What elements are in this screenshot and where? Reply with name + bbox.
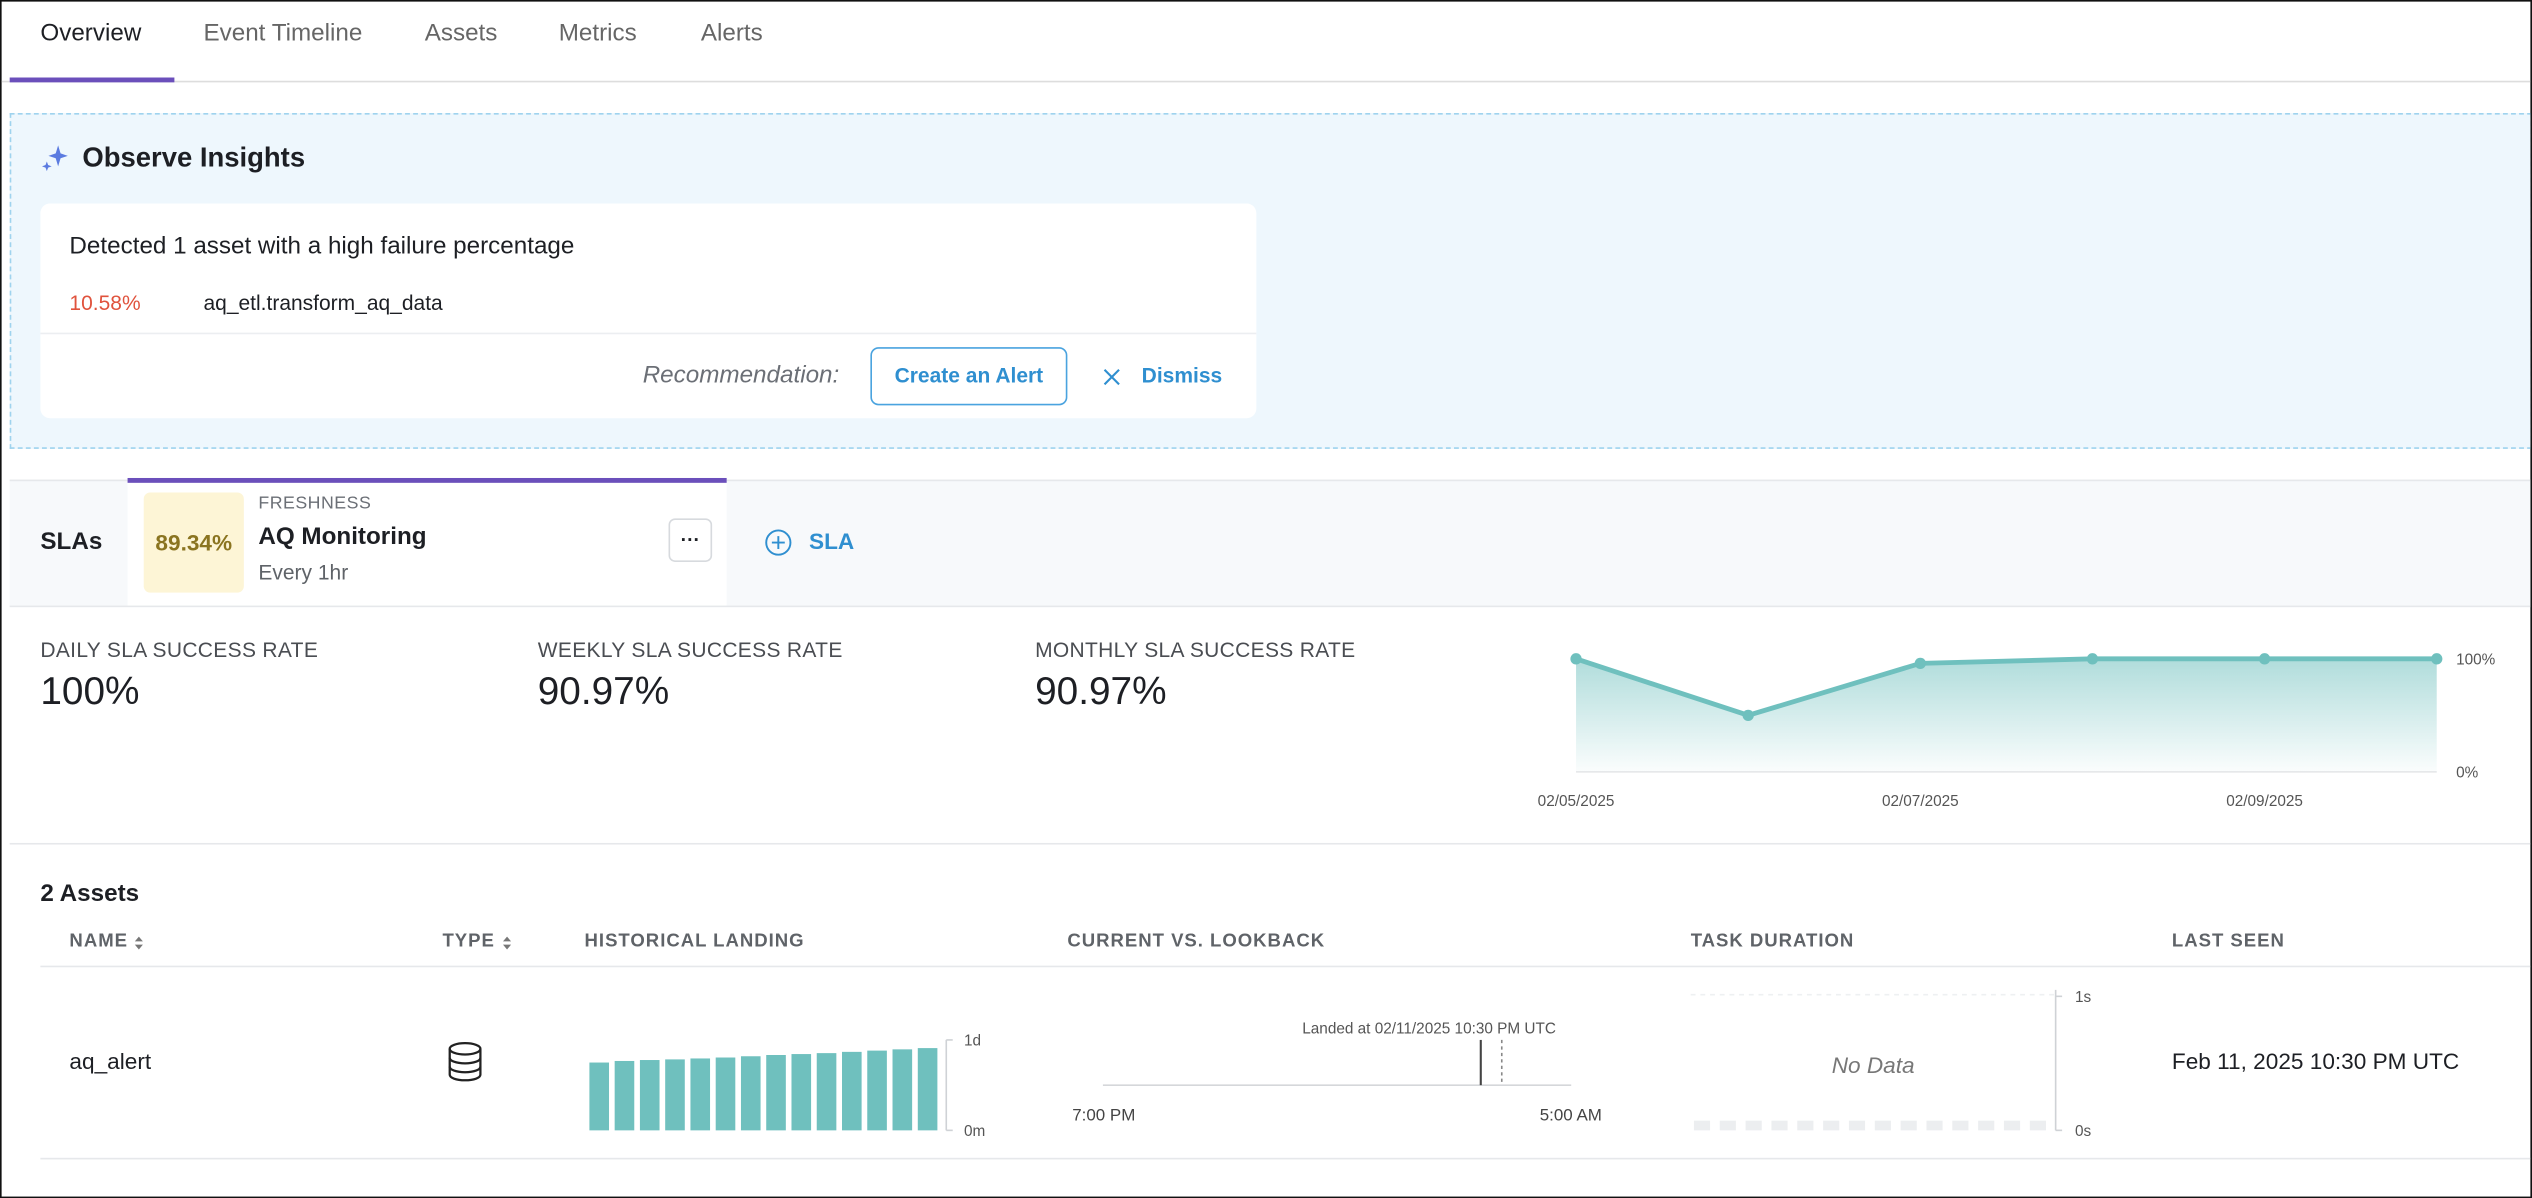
bar	[665, 1059, 685, 1130]
bar	[817, 1053, 837, 1130]
bar	[867, 1051, 887, 1131]
y-tick-label: 0%	[2456, 765, 2479, 782]
placeholder-bars	[1694, 1121, 2046, 1131]
point	[1915, 658, 1926, 669]
bar	[918, 1048, 938, 1130]
y-tick-label: 1d	[964, 1033, 981, 1050]
y-tick-label: 100%	[2456, 651, 2496, 668]
x-tick-label: 02/05/2025	[1538, 793, 1615, 810]
bar	[741, 1056, 761, 1130]
y-tick-label: 0m	[964, 1123, 985, 1140]
bar	[791, 1054, 811, 1130]
no-data-label: No Data	[1832, 1053, 1915, 1078]
y-tick-label: 0s	[2075, 1123, 2092, 1140]
point	[1570, 653, 1581, 664]
x-tick-label: 7:00 PM	[1072, 1106, 1135, 1125]
point	[2259, 653, 2270, 664]
x-tick-label: 5:00 AM	[1540, 1106, 1602, 1125]
x-tick-label: 02/07/2025	[1882, 793, 1959, 810]
landed-annotation: Landed at 02/11/2025 10:30 PM UTC	[1302, 1020, 1556, 1037]
point	[2431, 653, 2442, 664]
y-tick-label: 1s	[2075, 989, 2092, 1006]
bar	[842, 1052, 862, 1130]
bar	[690, 1058, 710, 1130]
area	[1576, 659, 2437, 772]
bar	[615, 1061, 635, 1130]
bar	[640, 1060, 660, 1130]
bar	[766, 1055, 786, 1130]
x-tick-label: 02/09/2025	[2226, 793, 2303, 810]
bar	[893, 1049, 913, 1130]
bar	[716, 1058, 736, 1131]
point	[1743, 710, 1754, 721]
bar	[589, 1063, 609, 1131]
point	[2087, 653, 2098, 664]
